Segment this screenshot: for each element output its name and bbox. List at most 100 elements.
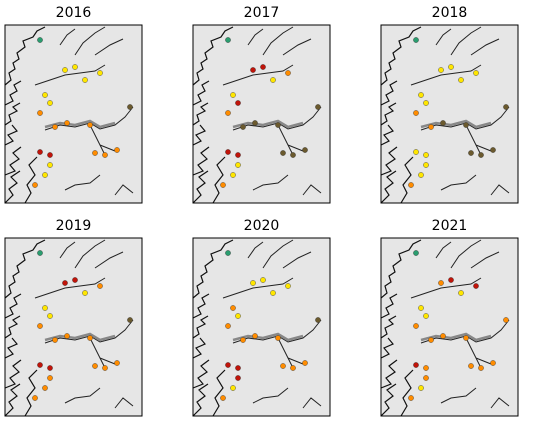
site-dot: [235, 162, 241, 168]
site-dot: [413, 362, 419, 368]
site-dot: [235, 100, 241, 106]
site-dot: [32, 182, 38, 188]
site-dot: [423, 152, 429, 158]
site-dot: [270, 77, 276, 83]
site-dot: [114, 147, 120, 153]
site-dot: [418, 172, 424, 178]
site-dot: [82, 290, 88, 296]
site-dot: [252, 333, 258, 339]
site-dot: [280, 150, 286, 156]
site-dot: [458, 290, 464, 296]
site-dot: [423, 162, 429, 168]
site-dot: [285, 283, 291, 289]
site-dot: [252, 120, 258, 126]
coastline: [191, 236, 332, 418]
coastline: [379, 236, 520, 418]
panel-title: 2020: [244, 218, 280, 234]
site-dot: [413, 110, 419, 116]
site-dot: [235, 375, 241, 381]
site-dot: [62, 67, 68, 73]
site-dot: [235, 365, 241, 371]
site-dot: [440, 333, 446, 339]
site-dot: [285, 70, 291, 76]
panel-title: 2019: [56, 218, 92, 234]
site-dot: [458, 77, 464, 83]
map-panel: [379, 236, 520, 418]
site-dot: [114, 360, 120, 366]
site-dot: [250, 280, 256, 286]
coastline: [3, 23, 144, 205]
site-dot: [72, 64, 78, 70]
site-dot: [240, 124, 246, 130]
site-dot: [127, 104, 133, 110]
site-dot: [97, 283, 103, 289]
site-dot: [260, 277, 266, 283]
site-dot: [37, 362, 43, 368]
site-dot: [230, 385, 236, 391]
site-dot: [47, 365, 53, 371]
coastline: [379, 23, 520, 205]
site-dot: [72, 277, 78, 283]
site-dot: [423, 365, 429, 371]
site-dot: [315, 317, 321, 323]
site-dot: [260, 64, 266, 70]
panel-title: 2021: [432, 218, 468, 234]
site-dot: [418, 92, 424, 98]
site-dot: [225, 110, 231, 116]
site-dot: [42, 385, 48, 391]
site-dot: [42, 172, 48, 178]
site-dot: [448, 64, 454, 70]
site-dot: [230, 172, 236, 178]
site-dot: [64, 120, 70, 126]
site-dot: [92, 150, 98, 156]
site-dot: [490, 360, 496, 366]
site-dot: [37, 323, 43, 329]
coastline: [191, 23, 332, 205]
site-dot: [473, 283, 479, 289]
site-dot: [463, 122, 469, 128]
site-dot: [413, 37, 419, 43]
site-dot: [97, 70, 103, 76]
site-dot: [42, 305, 48, 311]
site-dot: [220, 395, 226, 401]
site-dot: [225, 250, 231, 256]
map-panel: [191, 23, 332, 205]
site-dot: [290, 152, 296, 158]
site-dot: [64, 333, 70, 339]
site-dot: [87, 122, 93, 128]
site-dot: [503, 317, 509, 323]
site-dot: [413, 149, 419, 155]
site-dot: [463, 335, 469, 341]
site-dot: [438, 280, 444, 286]
site-dot: [230, 92, 236, 98]
site-dot: [423, 313, 429, 319]
site-dot: [47, 100, 53, 106]
site-dot: [478, 365, 484, 371]
site-dot: [418, 305, 424, 311]
site-dot: [230, 305, 236, 311]
site-dot: [428, 124, 434, 130]
map-panel: [191, 236, 332, 418]
site-dot: [37, 250, 43, 256]
site-dot: [250, 67, 256, 73]
site-dot: [423, 375, 429, 381]
site-dot: [413, 323, 419, 329]
site-dot: [503, 104, 509, 110]
site-dot: [302, 147, 308, 153]
site-dot: [448, 277, 454, 283]
site-dot: [127, 317, 133, 323]
map-panel: [379, 23, 520, 205]
site-dot: [225, 37, 231, 43]
site-dot: [270, 290, 276, 296]
site-dot: [82, 77, 88, 83]
site-dot: [225, 323, 231, 329]
site-dot: [102, 152, 108, 158]
site-dot: [440, 120, 446, 126]
site-dot: [92, 363, 98, 369]
site-dot: [42, 92, 48, 98]
site-dot: [102, 365, 108, 371]
site-dot: [37, 149, 43, 155]
site-dot: [37, 110, 43, 116]
site-dot: [47, 152, 53, 158]
